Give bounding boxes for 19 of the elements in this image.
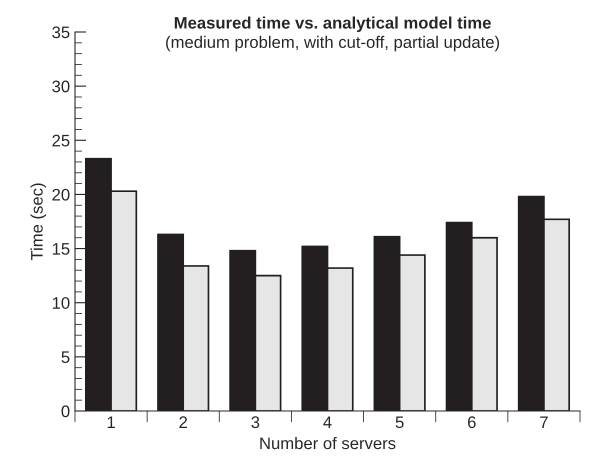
y-tick-label: 0 — [62, 405, 70, 418]
x-tick-label: 7 — [540, 416, 548, 428]
y-tick-label: 30 — [52, 80, 70, 92]
y-tick-label: 25 — [52, 134, 70, 146]
y-tick-label: 20 — [52, 188, 70, 201]
x-tick-label: 4 — [323, 416, 332, 428]
x-axis-title: Number of servers — [260, 436, 396, 450]
y-tick-label: 35 — [52, 26, 70, 38]
chart-title: Measured time vs. analytical model time — [174, 16, 491, 32]
y-tick-label: 15 — [52, 243, 70, 255]
x-tick-label: 5 — [396, 416, 404, 428]
y-tick-label: 10 — [52, 297, 70, 309]
x-tick-label: 2 — [179, 416, 188, 428]
y-axis-title: Time (sec) — [30, 183, 46, 260]
x-tick-label: 1 — [108, 416, 115, 428]
x-tick-label: 6 — [468, 416, 476, 428]
chart-subtitle: (medium problem, with cut-off, partial update) — [166, 36, 500, 52]
y-tick-label: 5 — [62, 351, 70, 364]
x-tick-label: 3 — [251, 416, 260, 428]
